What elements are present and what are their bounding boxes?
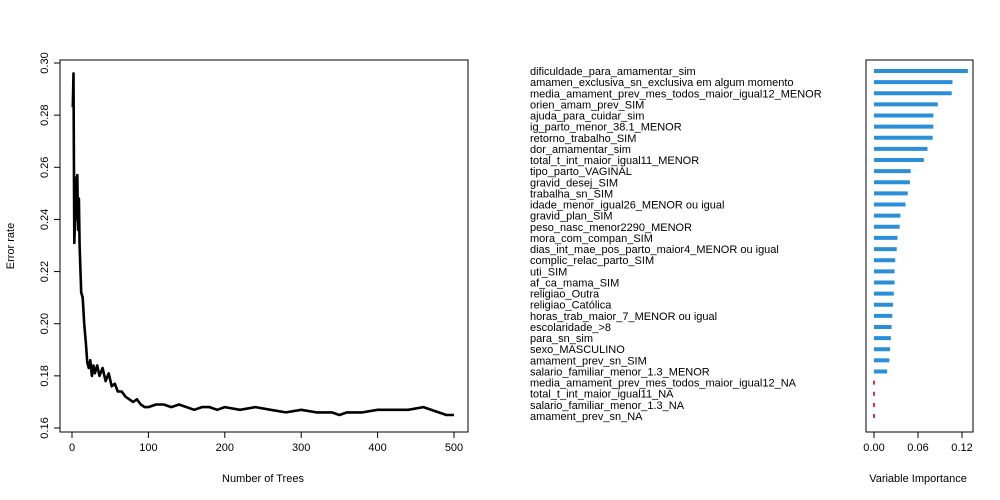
error-y-tick-label: 0.24 (39, 209, 51, 230)
error-y-tick-label: 0.22 (39, 261, 51, 282)
variable-label: horas_trab_maior_7_MENOR ou igual (530, 311, 717, 323)
variable-label: religiao_Outra (530, 289, 600, 301)
error-y-tick-label: 0.18 (39, 365, 51, 386)
variable-label: ajuda_para_cuidar_sim (530, 111, 644, 123)
variable-label: gravid_plan_SIM (530, 211, 613, 223)
variable-label: uti_SIM (530, 266, 567, 278)
variable-label: para_sn_sim (530, 333, 593, 345)
variable-label: salario_familiar_menor_1.3_NA (530, 400, 685, 412)
variable-label: peso_nasc_menor2290_MENOR (530, 222, 692, 234)
importance-x-axis-title: Variable Importance (869, 473, 967, 485)
importance-x-tick-label: 0.06 (907, 442, 928, 454)
variable-label: complic_relac_parto_SIM (530, 255, 654, 267)
error-plot-frame (59, 59, 469, 433)
variable-label: af_ca_mama_SIM (530, 277, 619, 289)
variable-label: escolaridade_>8 (530, 322, 611, 334)
variable-label: dor_amamentar_sim (530, 144, 631, 156)
error-y-tick-label: 0.30 (39, 52, 51, 73)
variable-label: orien_amam_prev_SIM (530, 99, 644, 111)
variable-label: dificuldade_para_amamentar_sim (530, 66, 696, 78)
variable-label: media_amament_prev_mes_todos_maior_igual… (530, 378, 797, 390)
variable-label: amamen_exclusiva_sn_exclusiva em algum m… (530, 77, 794, 89)
error-rate-line (71, 72, 454, 417)
error-x-tick-label: 100 (139, 442, 157, 454)
importance-bars (873, 69, 968, 418)
variable-label: gravid_desej_SIM (530, 177, 618, 189)
error-x-tick-label: 300 (292, 442, 310, 454)
error-x-tick-label: 400 (368, 442, 386, 454)
importance-x-tick-label: 0.00 (863, 442, 884, 454)
error-y-tick-label: 0.28 (39, 104, 51, 125)
importance-panel: dificuldade_para_amamentar_simamamen_exc… (530, 59, 974, 485)
importance-x-tick-label: 0.12 (951, 442, 972, 454)
error-x-ticks: 0 100 200 300 400 500 (69, 432, 463, 454)
variable-label: dias_int_mae_pos_parto_maior4_MENOR ou i… (530, 244, 779, 256)
error-x-tick-label: 200 (216, 442, 234, 454)
variable-label: idade_menor_igual26_MENOR ou igual (530, 200, 724, 212)
error-y-tick-label: 0.26 (39, 157, 51, 178)
error-x-tick-label: 500 (445, 442, 463, 454)
variable-label: sexo_MASCULINO (530, 344, 625, 356)
error-rate-panel: 0 100 200 300 400 500 0.16 0.18 0.20 0.22 0.24 0.2… (5, 52, 469, 485)
variable-label: amament_prev_sn_NA (530, 411, 643, 423)
error-y-tick-label: 0.20 (39, 313, 51, 334)
importance-x-ticks: 0.00 0.06 0.12 (863, 431, 973, 454)
variable-label: religiao_Católica (530, 300, 612, 312)
variable-label: amament_prev_sn_SIM (530, 355, 647, 367)
variable-label: tipo_parto_VAGINAL (530, 166, 632, 178)
variable-label: retorno_trabalho_SIM (530, 133, 636, 145)
variable-label: total_t_int_maior_igual11_MENOR (530, 155, 699, 167)
error-y-axis-title: Error rate (5, 223, 17, 269)
error-x-axis-title: Number of Trees (222, 473, 304, 485)
variable-label: media_amament_prev_mes_todos_maior_igual… (530, 88, 822, 100)
error-x-tick-label: 0 (69, 442, 75, 454)
variable-label: mora_com_compan_SIM (530, 233, 653, 245)
variable-label: salario_familiar_menor_1.3_MENOR (530, 366, 710, 378)
error-y-tick-label: 0.16 (39, 417, 51, 438)
variable-label: trabalha_sn_SIM (530, 188, 613, 200)
variable-label: ig_parto_menor_38.1_MENOR (530, 122, 682, 134)
variable-label: total_t_int_maior_igual11_NA (530, 389, 674, 401)
error-y-ticks: 0.16 0.18 0.20 0.22 0.24 0.26 0.28 0.30 (39, 52, 60, 439)
importance-variable-labels: dificuldade_para_amamentar_simamamen_exc… (530, 66, 822, 423)
